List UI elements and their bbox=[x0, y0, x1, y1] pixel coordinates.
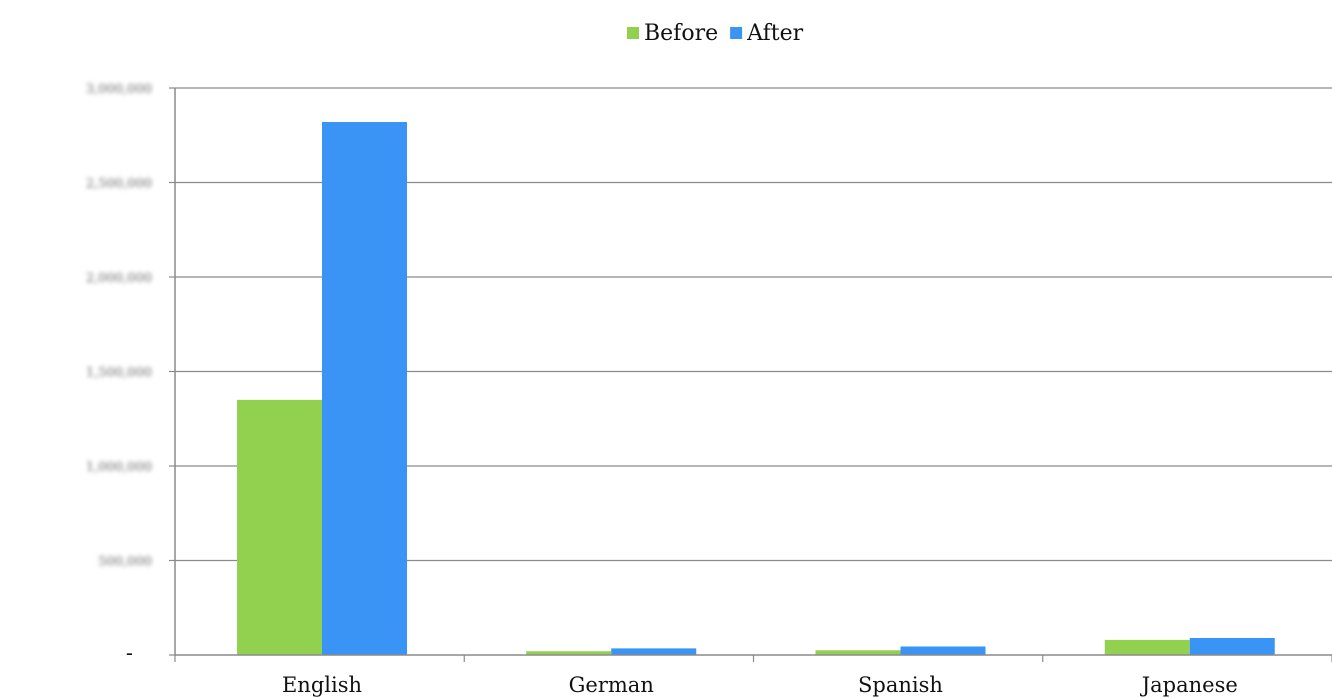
bar-before-japanese bbox=[1104, 639, 1190, 655]
bar-after-japanese bbox=[1189, 637, 1275, 655]
bar-after-german bbox=[611, 648, 697, 655]
legend: Before After bbox=[627, 21, 804, 46]
legend-swatch-before bbox=[627, 27, 639, 39]
legend-label-before: Before bbox=[644, 21, 718, 46]
y-axis-ticks: - 500,000 1,000,000 1,500,000 2,000,000 2,500… bbox=[86, 82, 176, 665]
y-tick-label: 2,500,000 bbox=[86, 177, 152, 192]
y-tick-label: 1,000,000 bbox=[86, 460, 152, 475]
bar-before-german bbox=[526, 651, 612, 655]
bars bbox=[237, 122, 1275, 655]
legend-swatch-after bbox=[730, 27, 743, 39]
y-tick-label: 1,500,000 bbox=[86, 366, 152, 381]
bar-before-spanish bbox=[815, 650, 901, 655]
x-tick-label: English bbox=[282, 673, 362, 697]
bar-before-english bbox=[237, 399, 322, 655]
bar-after-spanish bbox=[900, 646, 986, 655]
x-tick-label: Japanese bbox=[1140, 673, 1238, 697]
y-tick-label: 2,000,000 bbox=[86, 271, 152, 286]
y-tick-label: 3,000,000 bbox=[86, 82, 152, 97]
legend-label-after: After bbox=[746, 21, 804, 46]
y-tick-label: 500,000 bbox=[98, 555, 152, 570]
y-tick-label: - bbox=[126, 641, 133, 665]
x-tick-label: German bbox=[569, 673, 654, 697]
x-tick-label: Spanish bbox=[858, 673, 943, 697]
x-axis: English German Spanish Japanese bbox=[174, 654, 1332, 697]
bar-after-english bbox=[322, 122, 407, 655]
